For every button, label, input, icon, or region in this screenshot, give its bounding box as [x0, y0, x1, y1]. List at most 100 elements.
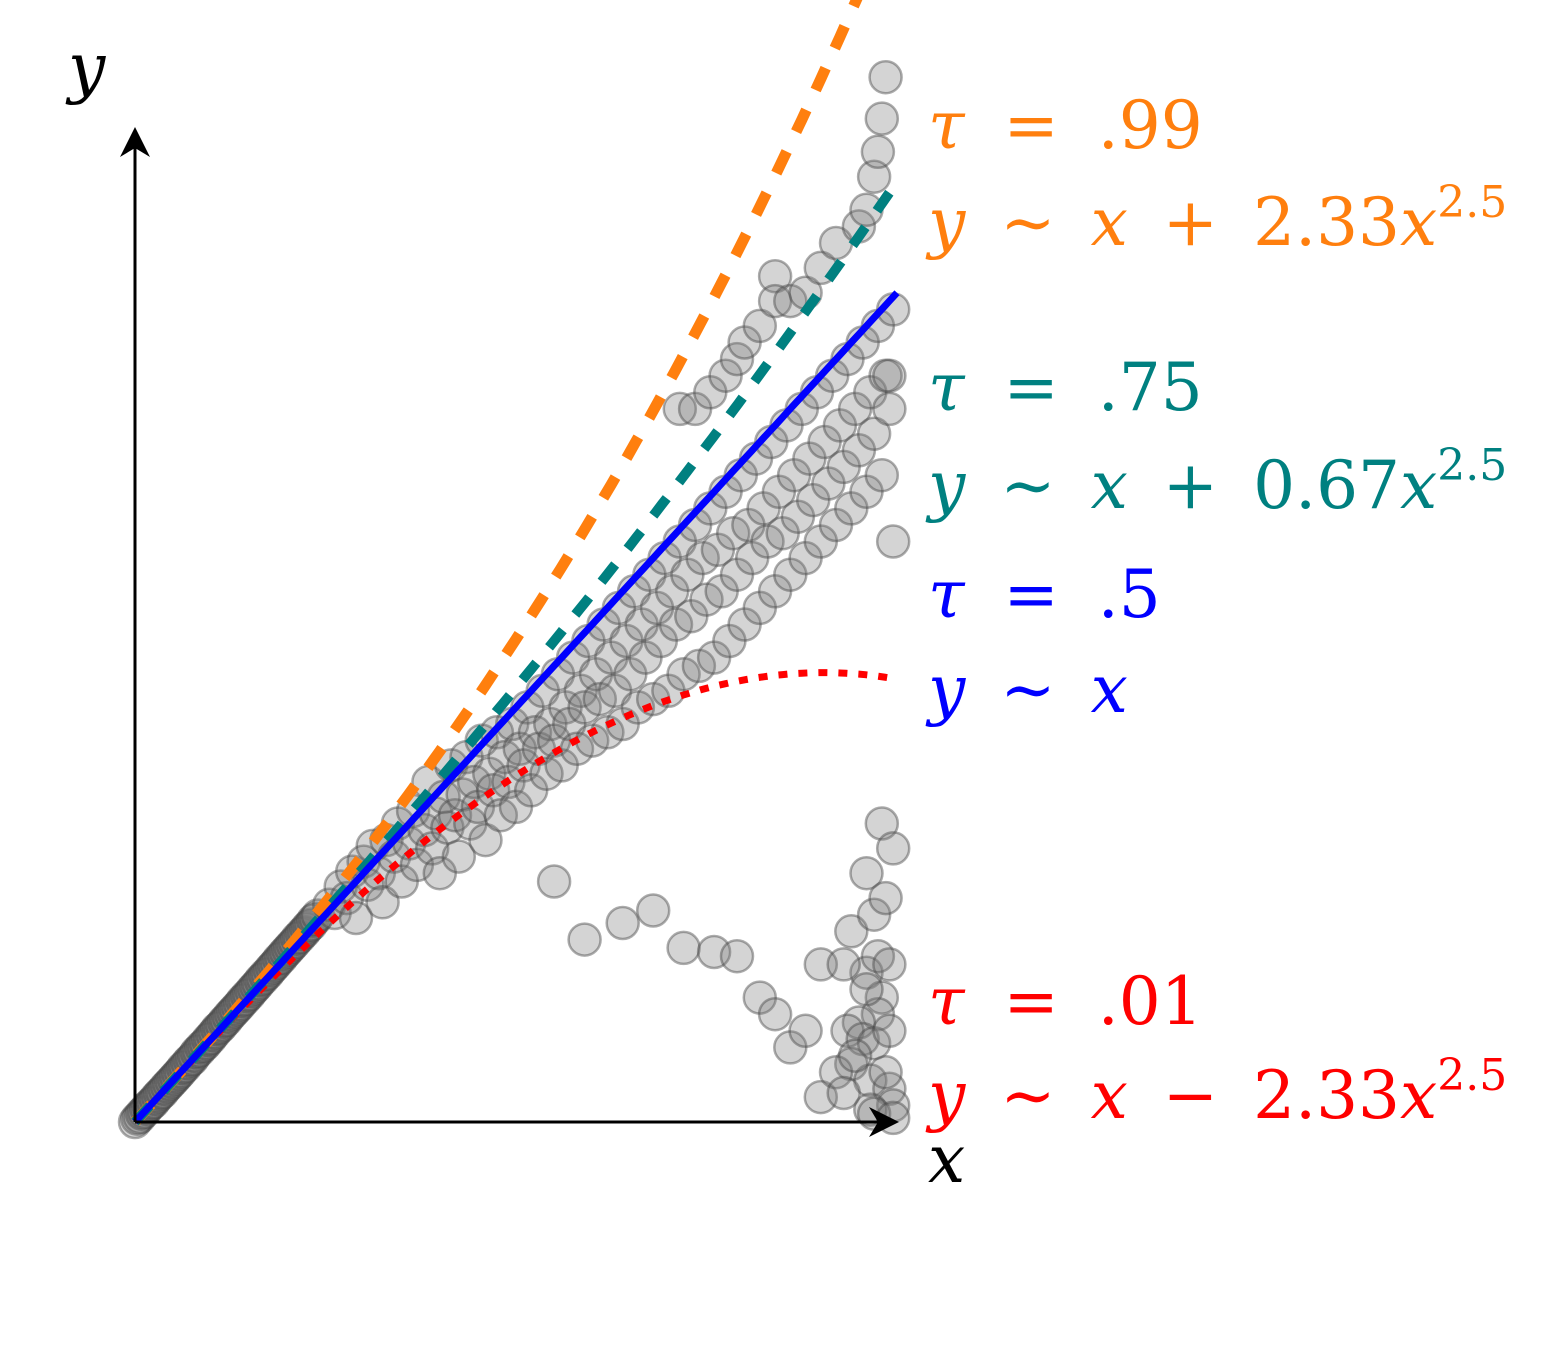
scatter-point [868, 880, 903, 916]
scatter-point [674, 598, 709, 634]
legend-q75: τ = .75 y ∼ x + 0.67x2.5 [925, 349, 1507, 524]
scatter-point [742, 308, 778, 344]
scatter-point [536, 864, 572, 899]
scatter-point [757, 996, 793, 1032]
scatter-point [487, 739, 522, 775]
scatter-point [502, 731, 538, 767]
scatter-point [708, 358, 743, 393]
scatter-point [864, 101, 900, 136]
scatter-point [506, 748, 541, 783]
svg-text:y ∼ x +: y ∼ x + 2.33x2.5 [925, 177, 1507, 261]
scatter-point [685, 540, 720, 576]
scatter-point [864, 980, 900, 1015]
scatter-point [834, 914, 869, 949]
scatter-point [856, 1025, 892, 1061]
scatter-point [468, 822, 503, 858]
scatter-point [849, 474, 884, 510]
scatter-point [700, 532, 736, 568]
scatter-point [875, 831, 911, 866]
scatter-point [677, 391, 713, 427]
scatter-point [773, 1030, 808, 1065]
scatter-point [613, 656, 648, 692]
scatter-point [872, 358, 907, 393]
scatter-point [837, 391, 873, 427]
scatter-point [795, 482, 831, 518]
scatter-point [666, 656, 701, 692]
quantile-line-2 [132, 290, 900, 1125]
scatter-point [757, 283, 793, 319]
scatter-point [635, 893, 671, 928]
scatter-point [803, 524, 839, 559]
scatter-point [849, 955, 884, 990]
scatter-point [384, 864, 419, 899]
scatter-point [552, 706, 587, 742]
svg-text:y ∼ x: y ∼ x [925, 651, 1128, 728]
scatter-point [719, 557, 755, 592]
scatter-point [872, 391, 907, 427]
scatter-point [731, 507, 766, 543]
scatter-point [483, 797, 519, 833]
x-axis-label: x [928, 1121, 965, 1198]
scatter-point [822, 408, 858, 443]
svg-text:y ∼ x +: y ∼ x + 0.67x2.5 [925, 440, 1507, 524]
scatter-point [856, 897, 892, 932]
scatter-point [788, 1013, 823, 1049]
quantile-lines [130, 0, 902, 1126]
scatter-point [533, 706, 568, 742]
scatter-point [654, 574, 690, 609]
scatter-point [513, 773, 549, 808]
scatter-point [818, 507, 854, 543]
scatter-point [864, 806, 900, 841]
svg-text:τ = .01: τ = .01 [928, 963, 1203, 1040]
scatter-point [757, 258, 793, 294]
scatter-point [712, 623, 747, 659]
scatter-point [864, 457, 900, 493]
scatter-point [628, 640, 663, 675]
scatter-point [563, 673, 599, 709]
scatter-point [803, 947, 839, 982]
scatter-point [765, 515, 800, 551]
scatter-point [746, 491, 781, 526]
scatter-point [689, 582, 724, 617]
scatter-point [750, 524, 785, 559]
scatter-point [742, 590, 778, 626]
scatter-point [693, 375, 728, 410]
svg-text:τ = .5: τ = .5 [928, 556, 1161, 633]
scatter-point [365, 885, 400, 920]
scatter-point [517, 715, 553, 750]
scatter-point [544, 748, 579, 783]
scatter-point [860, 996, 896, 1032]
scatter-point [441, 839, 477, 874]
scatter-point [860, 134, 896, 170]
q99-tau: τ [928, 87, 966, 164]
scatter-point [872, 1013, 907, 1049]
scatter-point [773, 557, 808, 592]
scatter-point [624, 607, 659, 642]
scatter-point [841, 1005, 877, 1040]
scatter-point [715, 515, 751, 551]
scatter-point [498, 789, 534, 825]
scatter-point [597, 673, 633, 709]
y-axis-label: y [65, 29, 106, 106]
scatter-point [826, 947, 861, 982]
scatter-point [567, 922, 602, 957]
scatter-point [860, 938, 896, 974]
scatter-point [643, 623, 679, 659]
scatter-point [578, 656, 614, 692]
scatter-point [773, 283, 808, 319]
scatter-point [849, 855, 884, 891]
svg-text:τ = .75: τ = .75 [928, 349, 1203, 426]
svg-text:τ = .99: τ = .99 [928, 87, 1203, 164]
scatter-point [788, 540, 823, 576]
scatter-point [868, 358, 903, 393]
scatter-point [594, 640, 629, 675]
scatter-point [605, 905, 640, 941]
scatter-point [719, 341, 755, 377]
scatter-point [776, 457, 812, 493]
scatter-point [868, 1054, 903, 1090]
scatter-point [734, 540, 770, 576]
scatter-point [875, 1100, 911, 1136]
scatter-point [792, 441, 827, 476]
scatter-point [853, 1063, 888, 1098]
scatter-point [670, 557, 705, 592]
